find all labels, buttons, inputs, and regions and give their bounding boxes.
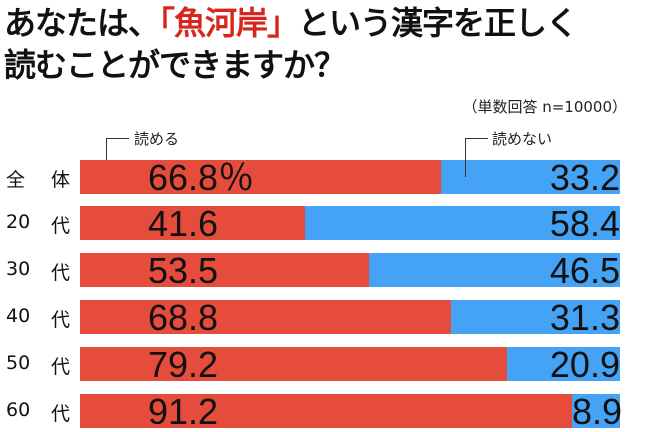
category-label-part: 代 bbox=[50, 215, 70, 237]
data-label: 91.2 bbox=[148, 391, 219, 432]
category-label: 60 代 bbox=[6, 399, 76, 426]
chart-title: あなたは、「魚河岸」という漢字を正しく 読むことができますか？ bbox=[4, 2, 578, 86]
category-label-part: 30 bbox=[6, 258, 31, 280]
data-label: 41.6 bbox=[148, 203, 219, 244]
data-label: 66.8％ bbox=[148, 157, 255, 198]
category-label: 50 代 bbox=[6, 352, 76, 379]
category-label: 30 代 bbox=[6, 258, 76, 285]
sample-note: （単数回答 n=10000） bbox=[462, 98, 627, 116]
category-label: 全体 bbox=[6, 165, 76, 192]
data-label: 68.8 bbox=[148, 297, 219, 338]
category-label-part: 60 bbox=[6, 399, 31, 421]
data-label: 79.2 bbox=[148, 344, 219, 385]
title-text: という漢字を正しく bbox=[298, 4, 578, 42]
bar-not-read: 8.9 bbox=[571, 394, 622, 430]
data-label: 33.2 bbox=[549, 157, 620, 198]
bar-read: 79.2 bbox=[80, 347, 508, 383]
bar-not-read: 31.3 bbox=[451, 300, 620, 336]
title-highlight: 「魚河岸」 bbox=[159, 4, 299, 42]
bar-read: 91.2 bbox=[80, 394, 572, 430]
category-label-part: 代 bbox=[50, 262, 70, 284]
data-label: 20.9 bbox=[549, 344, 620, 385]
legend-not-read: 読めない bbox=[492, 130, 553, 148]
data-label: 31.3 bbox=[549, 297, 620, 338]
bar-not-read: 58.4 bbox=[304, 206, 620, 242]
category-label-part: 20 bbox=[6, 211, 31, 233]
bar-read: 66.8％ bbox=[80, 160, 441, 196]
bar-not-read: 33.2 bbox=[440, 160, 620, 196]
legend-leader-line bbox=[465, 138, 488, 177]
category-label-part: 全 bbox=[6, 169, 26, 191]
bar-not-read: 20.9 bbox=[507, 347, 620, 383]
legend-leader-line bbox=[106, 138, 129, 177]
category-label-part: 代 bbox=[50, 403, 70, 425]
category-label-part: 40 bbox=[6, 305, 31, 327]
category-label: 40 代 bbox=[6, 305, 76, 332]
data-label: 8.9 bbox=[571, 391, 623, 432]
category-label-part: 体 bbox=[50, 169, 70, 191]
legend-read: 読める bbox=[134, 130, 180, 148]
category-label-part: 50 bbox=[6, 352, 31, 374]
category-label-part: 代 bbox=[50, 356, 70, 378]
category-label-part: 代 bbox=[50, 309, 70, 331]
title-line2: 読むことができますか？ bbox=[4, 46, 346, 84]
category-label: 20 代 bbox=[6, 211, 76, 238]
bar-read: 68.8 bbox=[80, 300, 452, 336]
bar-read: 53.5 bbox=[80, 253, 369, 289]
data-label: 46.5 bbox=[549, 250, 620, 291]
title-text: あなたは、 bbox=[4, 4, 160, 42]
bar-read: 41.6 bbox=[80, 206, 305, 242]
bar-not-read: 46.5 bbox=[368, 253, 620, 289]
data-label: 53.5 bbox=[148, 250, 219, 291]
data-label: 58.4 bbox=[549, 203, 620, 244]
